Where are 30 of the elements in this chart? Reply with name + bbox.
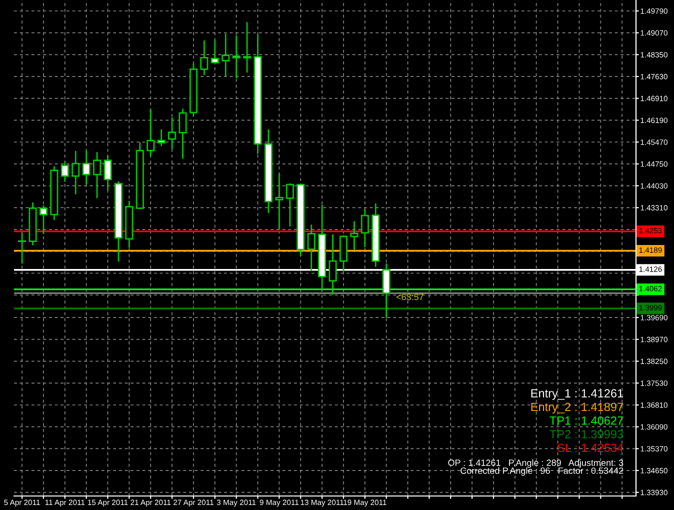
- annotation: <63:57: [396, 294, 424, 300]
- annotation: SL : 1.42534: [558, 444, 624, 452]
- annotation: Entry_1 : 1.41261: [531, 389, 623, 400]
- candlestick: [328, 234, 337, 296]
- candlestick: [200, 40, 208, 76]
- candlestick: [222, 33, 230, 78]
- candlestick: [104, 154, 112, 192]
- candlestick: [275, 172, 284, 230]
- candlestick: [93, 151, 102, 199]
- candlestick: [18, 232, 26, 264]
- annotation: TP1 : 1.40627: [550, 416, 623, 425]
- candlestick: [168, 116, 176, 150]
- candlestick: [157, 128, 166, 147]
- candlestick: [232, 34, 240, 80]
- candlestick: [243, 21, 252, 74]
- annotation: TP2 : 1.39993: [550, 430, 624, 438]
- candlestick: [286, 182, 294, 228]
- candlestick: [307, 224, 316, 272]
- candlestick: [350, 220, 358, 251]
- annotation: Corrected P.Angle : 96 Factor : 0.53442: [460, 467, 624, 476]
- candlestick: [178, 108, 187, 160]
- candlestick: [210, 40, 219, 64]
- candlestick: [360, 208, 369, 248]
- candlestick: [60, 160, 69, 183]
- candlestick: [146, 108, 155, 158]
- annotation: Entry_2 : 1.41897: [531, 402, 623, 414]
- candlestick: [72, 150, 80, 195]
- annotation: OP : 1.41261 P.Angle : 289 Adjustment: 3: [448, 459, 624, 468]
- candlestick: [39, 204, 48, 235]
- candlestick: [82, 150, 90, 186]
